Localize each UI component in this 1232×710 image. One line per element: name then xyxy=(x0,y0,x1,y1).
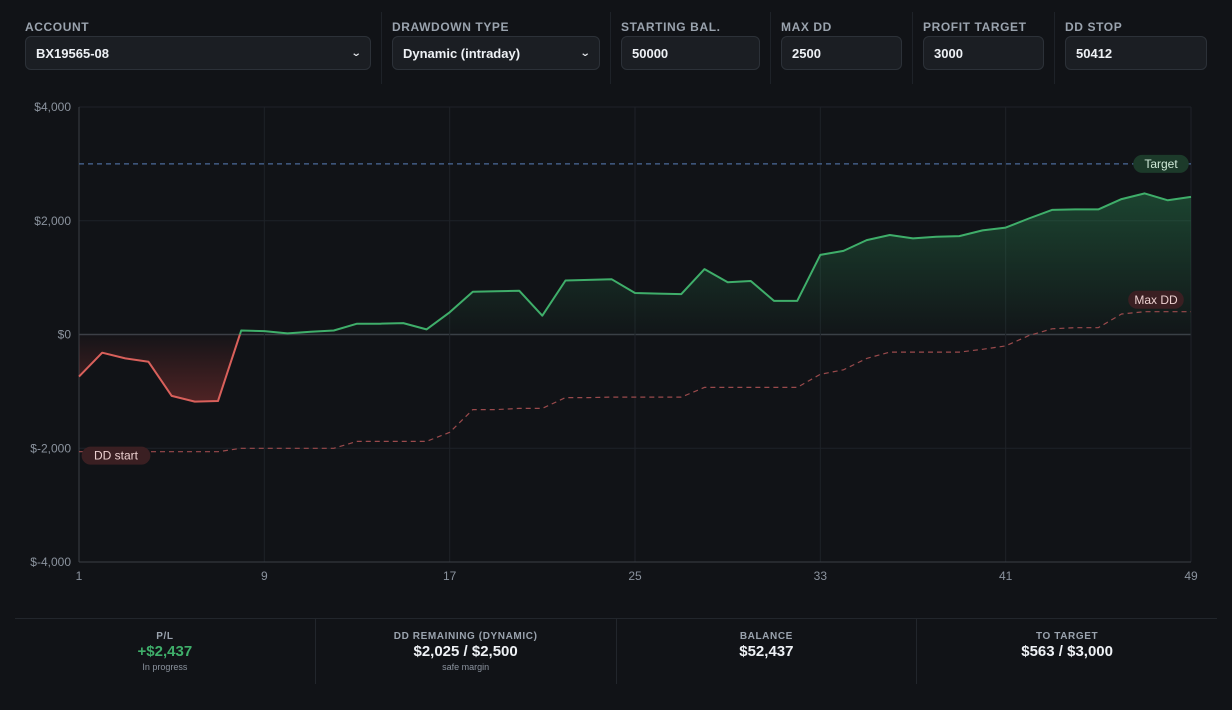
max-dd-annotation-pill xyxy=(1128,290,1184,309)
target-annotation-pill xyxy=(1133,154,1189,173)
pnl-loss-area xyxy=(79,334,240,402)
y-tick-label: $-4,000 xyxy=(30,555,71,569)
dd-stop-line xyxy=(79,311,1191,453)
stat-dd-remaining-sub: safe margin xyxy=(442,662,490,672)
drawdown-type-control: DRAWDOWN TYPE Dynamic (intraday) ⌄ xyxy=(382,12,611,84)
drawdown-type-select[interactable]: Dynamic (intraday) ⌄ xyxy=(392,36,600,70)
max-dd-label: MAX DD xyxy=(781,20,832,34)
max-dd-annotation-label: Max DD xyxy=(1134,293,1178,307)
dd-stop-value: 50412 xyxy=(1076,45,1113,61)
account-control: ACCOUNT BX19565-08 ⌄ xyxy=(15,12,382,84)
x-tick-label: 33 xyxy=(814,569,828,583)
profit-target-value: 3000 xyxy=(934,45,963,61)
drawdown-type-value: Dynamic (intraday) xyxy=(403,45,521,61)
x-tick-label: 25 xyxy=(628,569,642,583)
stat-to-target: TO TARGET $563 / $3,000 xyxy=(917,619,1217,684)
stat-dd-remaining: DD REMAINING (DYNAMIC) $2,025 / $2,500 s… xyxy=(316,619,617,684)
account-value: BX19565-08 xyxy=(36,45,109,61)
pnl-loss-line xyxy=(78,334,241,403)
dd-stop-input[interactable]: 50412 xyxy=(1065,36,1207,70)
x-tick-label: 49 xyxy=(1184,569,1198,583)
stat-pnl-value: +$2,437 xyxy=(137,643,193,660)
controls-bar: ACCOUNT BX19565-08 ⌄ DRAWDOWN TYPE Dynam… xyxy=(15,12,1217,84)
stat-to-target-label: TO TARGET xyxy=(1035,631,1099,642)
starting-balance-input[interactable]: 50000 xyxy=(621,36,760,70)
stat-pnl-sub: In progress xyxy=(142,662,188,672)
stat-pnl: P/L +$2,437 In progress xyxy=(15,619,316,684)
max-dd-input[interactable]: 2500 xyxy=(781,36,902,70)
y-tick-label: $0 xyxy=(58,328,72,342)
max-dd-control: MAX DD 2500 xyxy=(771,12,913,84)
x-tick-label: 1 xyxy=(76,569,83,583)
stat-balance-value: $52,437 xyxy=(739,643,794,660)
dd-stop-label: DD STOP xyxy=(1065,20,1123,34)
y-tick-label: $-2,000 xyxy=(30,441,71,455)
profit-target-control: PROFIT TARGET 3000 xyxy=(913,12,1055,84)
stat-pnl-label: P/L xyxy=(156,631,174,642)
x-tick-label: 41 xyxy=(999,569,1013,583)
stat-balance: BALANCE $52,437 xyxy=(617,619,918,684)
y-tick-label: $2,000 xyxy=(34,214,71,228)
stats-bar: P/L +$2,437 In progress DD REMAINING (DY… xyxy=(15,618,1217,684)
chevron-down-icon: ⌄ xyxy=(350,47,362,59)
pnl-chart: $4,000 $2,000 $0 $-2,000 $-4,000 1 9 17 25 33 41 49… xyxy=(30,100,1198,583)
chevron-down-icon: ⌄ xyxy=(579,47,591,59)
stat-dd-remaining-value: $2,025 / $2,500 xyxy=(413,643,518,660)
account-select[interactable]: BX19565-08 ⌄ xyxy=(25,36,371,70)
account-label: ACCOUNT xyxy=(25,20,90,34)
pnl-gain-line xyxy=(238,192,1192,335)
pnl-gain-area xyxy=(239,193,1191,335)
profit-target-label: PROFIT TARGET xyxy=(923,20,1027,34)
x-tick-label: 9 xyxy=(261,569,268,583)
profit-target-input[interactable]: 3000 xyxy=(923,36,1044,70)
starting-balance-value: 50000 xyxy=(632,45,669,61)
dd-stop-control: DD STOP 50412 xyxy=(1055,12,1217,84)
drawdown-type-label: DRAWDOWN TYPE xyxy=(392,20,510,34)
stat-dd-remaining-label: DD REMAINING (DYNAMIC) xyxy=(393,631,538,642)
stat-to-target-value: $563 / $3,000 xyxy=(1021,643,1113,660)
dd-start-annotation-pill xyxy=(81,446,151,465)
y-tick-label: $4,000 xyxy=(34,100,71,114)
starting-balance-label: STARTING BAL. xyxy=(621,20,721,34)
starting-balance-control: STARTING BAL. 50000 xyxy=(611,12,771,84)
x-tick-label: 17 xyxy=(443,569,457,583)
stat-balance-label: BALANCE xyxy=(739,631,793,642)
dd-start-annotation-label: DD start xyxy=(94,449,139,463)
target-annotation-label: Target xyxy=(1144,157,1178,171)
max-dd-value: 2500 xyxy=(792,45,821,61)
